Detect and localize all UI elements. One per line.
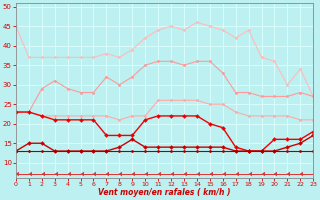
- X-axis label: Vent moyen/en rafales ( km/h ): Vent moyen/en rafales ( km/h ): [98, 188, 231, 197]
